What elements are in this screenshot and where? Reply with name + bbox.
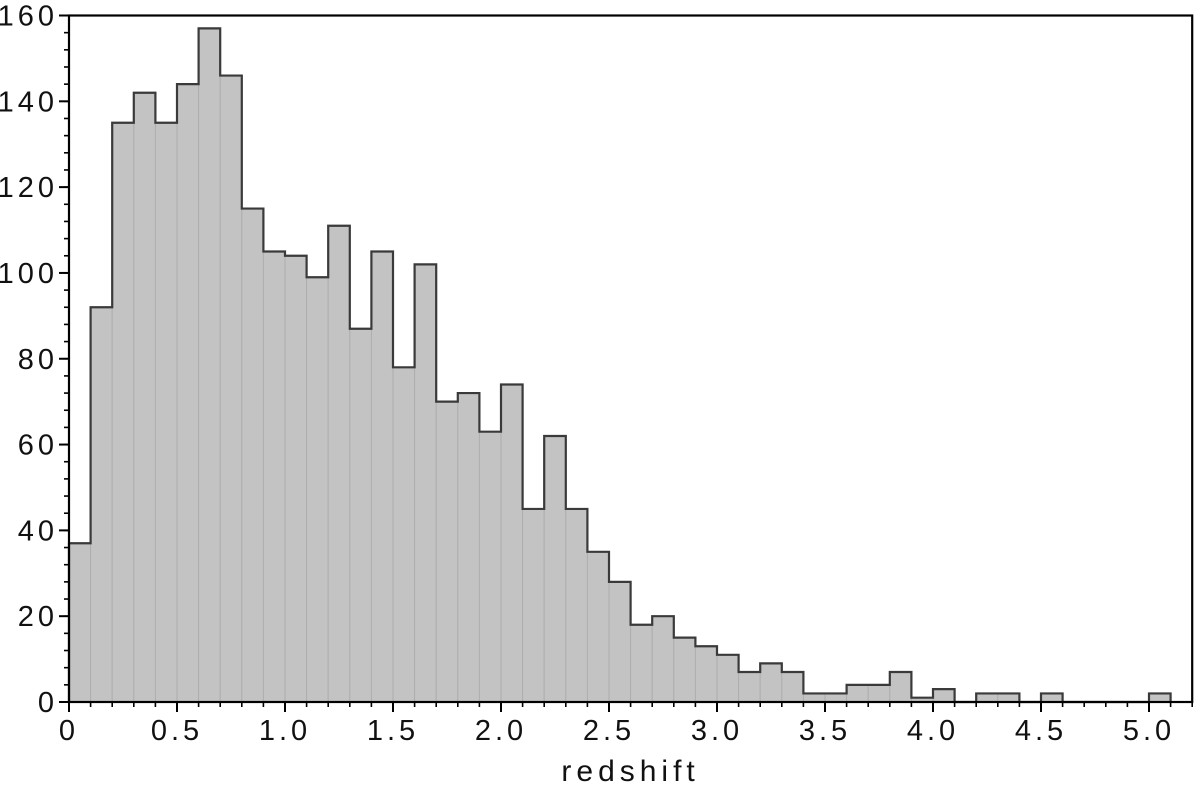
y-tick-label: 120 (0, 172, 58, 204)
histogram-bar (867, 684, 891, 703)
histogram-bar (522, 508, 545, 703)
y-tick-label: 60 (18, 430, 58, 462)
histogram-bar (133, 92, 156, 703)
x-tick-label: 2.0 (475, 715, 527, 747)
x-tick-label: 4.5 (1015, 715, 1067, 747)
y-tick-label: 140 (0, 86, 58, 118)
histogram-outline (67, 27, 1172, 704)
x-tick-label: 1.0 (259, 715, 311, 747)
histogram-bar (68, 542, 92, 703)
histogram-bar (241, 208, 264, 703)
histogram-bar (802, 692, 826, 703)
histogram-bar (478, 431, 502, 703)
histogram-bar (1148, 692, 1172, 703)
histogram-bar (349, 328, 372, 703)
y-tick-label: 0 (38, 687, 58, 719)
histogram-bar (565, 508, 588, 703)
histogram-bar (694, 645, 718, 703)
histogram-bar (457, 392, 480, 703)
x-tick-label: 0 (59, 715, 79, 747)
x-tick-label: 0.5 (151, 715, 203, 747)
histogram-bar (327, 225, 351, 703)
histogram-bar (759, 662, 783, 703)
y-tick-label: 40 (18, 515, 58, 547)
histogram-bar (262, 250, 286, 703)
x-tick-label: 5.0 (1123, 715, 1175, 747)
histogram-bar (154, 122, 178, 703)
histogram-bar (608, 581, 632, 703)
plot-border (67, 14, 1194, 704)
histogram-bar (716, 654, 740, 703)
histogram-bar (651, 615, 675, 703)
histogram-bar (392, 366, 416, 703)
histogram-bar (997, 692, 1020, 703)
histogram-bar (370, 250, 394, 703)
x-tick-label: 4.0 (907, 715, 959, 747)
y-tick-label: 20 (18, 601, 58, 633)
x-tick-label: 3.5 (799, 715, 851, 747)
histogram-bar (306, 276, 329, 703)
histogram-bar (630, 624, 653, 703)
x-tick-label: 3.0 (691, 715, 743, 747)
histogram-bar (219, 75, 243, 703)
histogram-bar (176, 83, 200, 703)
histogram-bar (975, 692, 999, 703)
y-tick-label: 160 (0, 1, 58, 33)
histogram-bar (586, 551, 610, 703)
histogram-bar (198, 27, 221, 703)
histogram-bar (111, 122, 135, 703)
histogram-bar (673, 637, 696, 703)
histogram-bar (932, 688, 956, 703)
histogram-bar (500, 383, 524, 703)
histogram-bar (284, 255, 308, 703)
histogram-bar (781, 671, 804, 703)
histogram-bar (738, 671, 761, 703)
histogram-bar (435, 401, 459, 703)
histogram-bar (889, 671, 912, 703)
histogram-bar (414, 263, 437, 703)
histogram-bar (824, 692, 848, 703)
x-tick-label: 2.5 (583, 715, 635, 747)
x-tick-label: 1.5 (367, 715, 419, 747)
y-tick-label: 100 (0, 258, 58, 290)
y-tick-label: 80 (18, 344, 58, 376)
histogram-bar (846, 684, 869, 703)
x-axis-title: redshift (561, 755, 699, 788)
histogram-bar (90, 306, 113, 703)
histogram-bar (543, 435, 567, 703)
histogram-bar (1040, 692, 1064, 703)
